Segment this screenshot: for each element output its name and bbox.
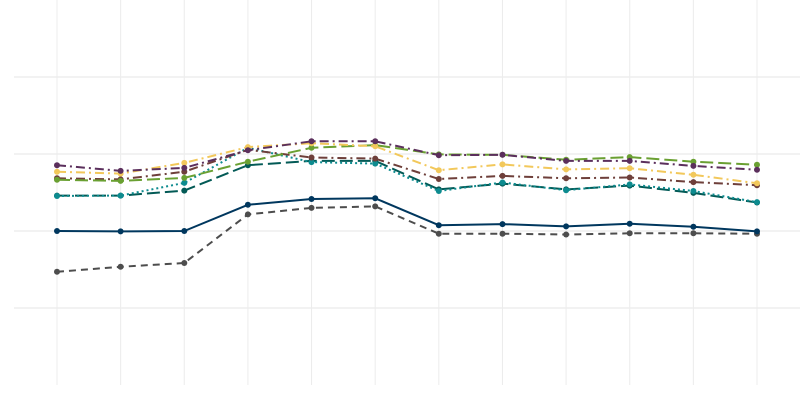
series-7-point-12 <box>754 180 760 187</box>
series-7-point-6 <box>372 143 379 150</box>
series-8-point-9 <box>563 157 570 164</box>
series-6-point-3 <box>181 174 188 181</box>
series-8 <box>54 138 760 174</box>
series-7-point-11 <box>690 171 697 178</box>
series-1-point-5 <box>308 204 315 211</box>
series-line-5 <box>56 148 758 187</box>
series-1 <box>54 203 760 275</box>
series-5-point-5 <box>308 154 315 161</box>
series-2-point-5 <box>308 196 315 202</box>
series-7-point-3 <box>181 159 188 166</box>
series-2-point-11 <box>690 223 697 230</box>
series-8-point-6 <box>372 138 379 145</box>
series-5-point-11 <box>690 179 697 186</box>
series-line-7 <box>56 142 758 185</box>
series-6-point-4 <box>244 158 251 165</box>
series-2-point-4 <box>244 201 251 208</box>
series-5-point-7 <box>435 176 442 182</box>
series-3 <box>54 157 760 206</box>
series-6-point-12 <box>754 161 760 168</box>
series-line-4 <box>56 146 758 204</box>
series-2-point-3 <box>181 228 188 234</box>
series-8-point-10 <box>626 157 633 164</box>
series-2-point-12 <box>754 228 760 235</box>
series-4-point-12 <box>754 199 760 206</box>
series-4-point-6 <box>372 160 379 167</box>
series-6-point-11 <box>690 158 697 165</box>
series-6-point-2 <box>117 177 124 184</box>
series-2-point-10 <box>626 220 633 227</box>
series-2-point-1 <box>54 228 60 234</box>
series-2-point-9 <box>563 223 570 230</box>
series-1-point-9 <box>563 231 570 238</box>
series-8-point-5 <box>308 138 315 145</box>
series-4-point-11 <box>690 188 697 194</box>
series-2-point-6 <box>372 195 379 202</box>
series-1-point-10 <box>626 230 633 237</box>
series-7-point-9 <box>563 166 570 173</box>
series-6-point-1 <box>54 176 60 183</box>
series-1-point-7 <box>435 230 442 237</box>
series-8-point-1 <box>54 162 60 169</box>
series-4-point-7 <box>435 188 442 194</box>
series-line-2 <box>56 197 758 233</box>
series-8-point-4 <box>244 147 251 154</box>
series-8-point-12 <box>754 166 760 173</box>
series-7 <box>54 140 760 187</box>
series-1-point-1 <box>54 268 60 275</box>
series-8-point-11 <box>690 162 697 169</box>
series-1-point-4 <box>244 211 251 218</box>
series-8-point-2 <box>117 167 124 174</box>
series-2-point-8 <box>499 221 506 228</box>
series-7-point-1 <box>54 168 60 175</box>
series-1-point-2 <box>117 263 124 270</box>
series-2-point-2 <box>117 228 124 235</box>
series-8-point-8 <box>499 151 506 158</box>
series-5-point-6 <box>372 155 379 162</box>
series-line-8 <box>56 140 758 172</box>
series-8-point-7 <box>435 152 442 159</box>
series-1-point-11 <box>690 230 697 237</box>
series-4-point-1 <box>54 193 60 199</box>
series-4-point-2 <box>117 192 124 199</box>
series-2-point-7 <box>435 222 442 229</box>
series-6-point-5 <box>308 144 315 151</box>
series-5-point-10 <box>626 174 633 181</box>
series-2 <box>54 195 760 235</box>
series-line-3 <box>57 159 758 204</box>
series-line-1 <box>56 205 758 273</box>
series-5-point-8 <box>499 172 506 179</box>
series-3-point-3 <box>181 187 188 194</box>
series-4-point-9 <box>563 187 570 194</box>
series-line-6 <box>56 144 758 182</box>
series-5-point-9 <box>563 175 570 182</box>
series-8-point-3 <box>181 164 188 171</box>
series-4-point-10 <box>626 181 633 188</box>
series-4-point-3 <box>181 179 188 186</box>
series-7-point-7 <box>435 167 442 174</box>
series-7-point-10 <box>626 165 633 172</box>
series-1-point-3 <box>181 260 188 266</box>
series-4-point-8 <box>499 179 506 186</box>
series-layer <box>54 138 760 275</box>
series-4-point-5 <box>308 159 315 166</box>
series-7-point-8 <box>499 161 506 168</box>
series-1-point-6 <box>372 203 379 210</box>
series-1-point-8 <box>499 230 506 237</box>
